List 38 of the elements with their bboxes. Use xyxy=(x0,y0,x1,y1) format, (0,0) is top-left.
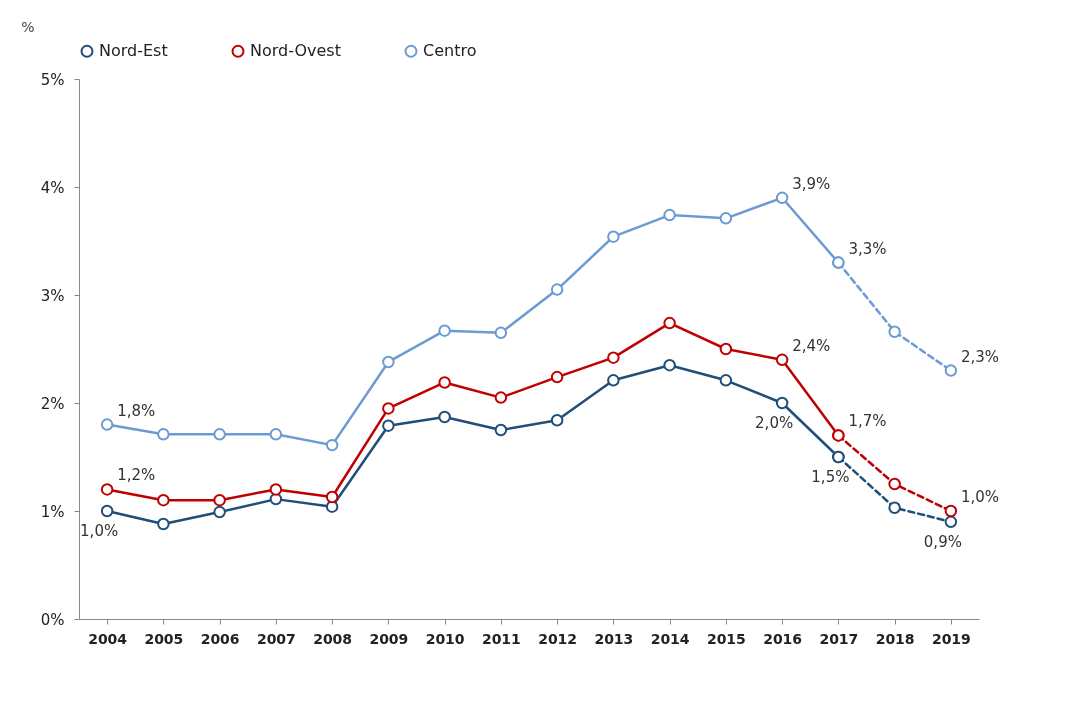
data-label: 1,5% xyxy=(811,468,850,486)
data-label: 3,3% xyxy=(848,239,887,258)
x-tick-label: 2012 xyxy=(538,630,578,647)
x-tick-label: 2018 xyxy=(875,630,915,647)
x-tick-label: 2004 xyxy=(88,630,128,647)
y-tick-label: 4% xyxy=(40,178,65,197)
data-label: 1,0% xyxy=(960,488,999,506)
data-label: 1,2% xyxy=(117,466,156,485)
x-tick-label: 2013 xyxy=(594,630,634,647)
y-tick-label: 0% xyxy=(40,610,65,629)
x-tick-label: 2008 xyxy=(313,630,353,647)
x-tick-label: 2007 xyxy=(256,630,296,647)
legend-label: Nord-Est xyxy=(99,41,168,61)
data-label: 1,0% xyxy=(80,522,119,540)
x-tick-label: 2015 xyxy=(706,630,746,647)
y-axis-title: % xyxy=(21,18,35,35)
x-tick-label: 2005 xyxy=(144,630,184,647)
data-label: 2,0% xyxy=(755,414,794,432)
data-label: 0,9% xyxy=(923,532,962,551)
x-tick-label: 2010 xyxy=(425,630,465,647)
legend-label: Nord-Ovest xyxy=(250,41,341,61)
y-tick-label: 1% xyxy=(40,502,65,521)
y-tick-label: 3% xyxy=(40,286,65,305)
x-tick-label: 2009 xyxy=(369,630,409,647)
x-tick-label: 2019 xyxy=(931,630,971,647)
y-tick-label: 2% xyxy=(40,394,65,413)
x-tick-label: 2006 xyxy=(200,630,240,647)
x-tick-label: 2016 xyxy=(763,630,803,647)
x-tick-label: 2014 xyxy=(650,630,690,647)
y-tick-label: 5% xyxy=(40,70,65,89)
data-label: 1,8% xyxy=(117,401,156,420)
data-label: 1,7% xyxy=(848,412,887,431)
data-label: 2,3% xyxy=(960,347,999,366)
x-tick-label: 2011 xyxy=(481,630,521,647)
data-label: 3,9% xyxy=(792,174,831,193)
legend-label: Centro xyxy=(423,41,477,61)
x-tick-label: 2017 xyxy=(819,630,859,647)
data-label: 2,4% xyxy=(792,336,831,355)
